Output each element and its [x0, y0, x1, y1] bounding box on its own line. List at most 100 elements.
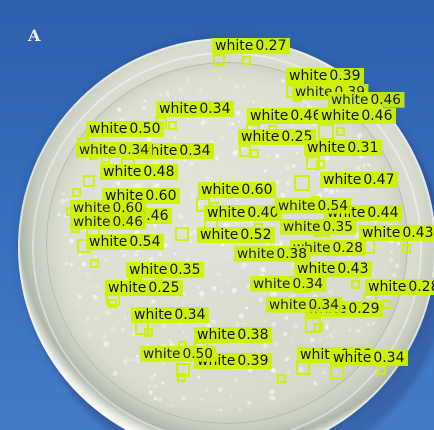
detection-confidence: 0.27 — [255, 38, 287, 54]
detection-class: white — [72, 214, 111, 230]
colony-marker — [316, 160, 325, 169]
detection-class: white — [200, 227, 239, 243]
detection-class: white — [134, 307, 173, 323]
colony-marker — [144, 328, 153, 337]
detection-label: white 0.40 — [204, 205, 282, 221]
detection-class: white — [241, 129, 280, 145]
detection-class: white — [215, 38, 254, 54]
colony-marker — [177, 373, 186, 382]
detection-confidence: 0.40 — [247, 205, 279, 221]
detection-confidence: 0.46 — [290, 108, 322, 124]
detection-box — [83, 175, 95, 187]
detection-box — [306, 156, 320, 170]
detection-confidence: 0.46 — [370, 92, 402, 108]
detection-label: white 0.39 — [286, 68, 364, 84]
detection-label-fragment: white 0.34 — [250, 276, 326, 292]
detection-box — [296, 361, 310, 375]
colony-marker — [90, 259, 99, 268]
detection-box — [318, 124, 334, 140]
detection-confidence: 0.25 — [148, 280, 180, 296]
detection-box — [176, 363, 190, 377]
detection-label: white 0.27 — [212, 38, 290, 54]
detection-label: white 0.35 — [126, 262, 204, 278]
detection-label: white 0.34 — [156, 101, 234, 117]
colony-marker — [377, 366, 386, 375]
detection-class: white — [300, 347, 339, 363]
detection-class: white — [362, 225, 401, 241]
detection-confidence: 0.50 — [129, 121, 161, 137]
colony-marker — [242, 56, 251, 65]
detection-class: white — [250, 108, 289, 124]
detection-class: white — [78, 142, 117, 158]
detection-class: white — [268, 297, 307, 313]
detection-class: white — [282, 219, 321, 235]
detection-class: white — [307, 140, 346, 156]
detection-label: white 0.43 — [294, 261, 372, 277]
detection-confidence: 0.38 — [276, 246, 308, 262]
detection-label: white 0.38 — [194, 327, 272, 343]
detection-confidence: 0.35 — [169, 262, 201, 278]
detection-confidence: 0.34 — [174, 307, 206, 323]
detection-label: white 0.52 — [197, 227, 275, 243]
colony-marker — [250, 149, 259, 158]
detection-box — [294, 175, 310, 191]
detection-class: white — [207, 205, 246, 221]
detection-confidence: 0.46 — [361, 108, 393, 124]
detection-confidence: 0.47 — [363, 172, 395, 188]
detection-label-fragment: white 0.46 — [70, 214, 146, 230]
detection-class: white — [129, 262, 168, 278]
detection-class: white — [72, 200, 111, 216]
detection-label: white 0.34 — [330, 350, 408, 366]
colony-marker — [108, 299, 117, 308]
detection-box — [175, 227, 189, 241]
detection-confidence: 0.44 — [367, 205, 399, 221]
detection-label: white 0.34 — [136, 143, 214, 159]
detection-confidence: 0.60 — [241, 182, 273, 198]
detection-confidence: 0.52 — [240, 227, 272, 243]
detection-confidence: 0.34 — [308, 297, 340, 313]
detection-class: white — [294, 84, 333, 100]
detection-label: white 0.25 — [105, 280, 183, 296]
detection-label: white 0.43 — [359, 225, 434, 241]
colony-marker — [351, 280, 360, 289]
detection-label: white 0.31 — [304, 140, 382, 156]
detection-confidence: 0.35 — [322, 219, 354, 235]
detection-confidence: 0.34 — [199, 101, 231, 117]
detection-class: white — [89, 121, 128, 137]
colony-marker — [402, 244, 411, 253]
detection-confidence: 0.50 — [182, 346, 214, 362]
detection-class: white — [289, 68, 328, 84]
colony-marker — [382, 300, 391, 309]
colony-marker — [168, 121, 177, 130]
detection-label: white 0.50 — [86, 121, 164, 137]
detection-class: white — [330, 92, 369, 108]
detection-confidence: 0.39 — [237, 353, 269, 369]
detection-class: white — [159, 101, 198, 117]
detection-confidence: 0.28 — [332, 240, 364, 256]
detection-class: white — [108, 280, 147, 296]
detection-class: white — [297, 261, 336, 277]
colony-marker — [314, 323, 323, 332]
detection-label-fragment: white 0.50 — [140, 346, 216, 362]
detection-confidence: 0.34 — [179, 143, 211, 159]
detection-class: white — [89, 234, 128, 250]
detection-confidence: 0.31 — [347, 140, 379, 156]
detection-class: white — [142, 346, 181, 362]
detection-confidence: 0.54 — [129, 234, 161, 250]
colony-marker — [72, 188, 81, 197]
detection-confidence: 0.34 — [373, 350, 405, 366]
detection-box — [305, 317, 321, 333]
colony-marker — [277, 374, 286, 383]
detection-class: white — [333, 350, 372, 366]
detection-label-fragment: white 0.60 — [70, 200, 146, 216]
detection-confidence: 0.43 — [402, 225, 434, 241]
detection-label-fragment: white 0.54 — [275, 198, 351, 214]
detection-class: white — [277, 198, 316, 214]
detection-confidence: 0.48 — [143, 164, 175, 180]
detection-label: white 0.48 — [100, 164, 178, 180]
detection-box — [213, 54, 225, 66]
